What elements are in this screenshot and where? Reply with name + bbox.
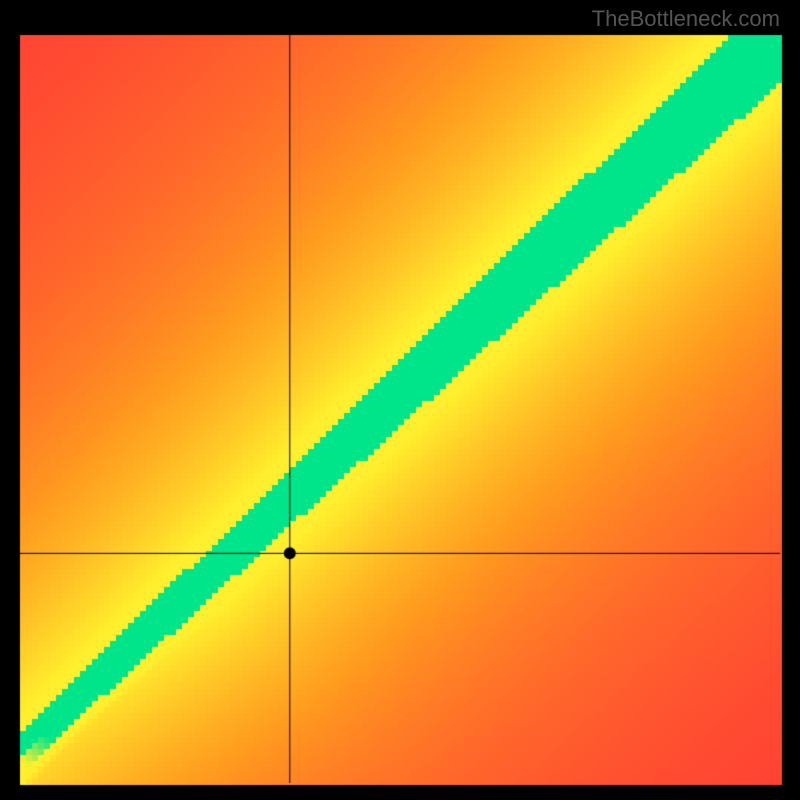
watermark-text: TheBottleneck.com (592, 6, 780, 32)
chart-container: TheBottleneck.com (0, 0, 800, 800)
bottleneck-heatmap (0, 0, 800, 800)
